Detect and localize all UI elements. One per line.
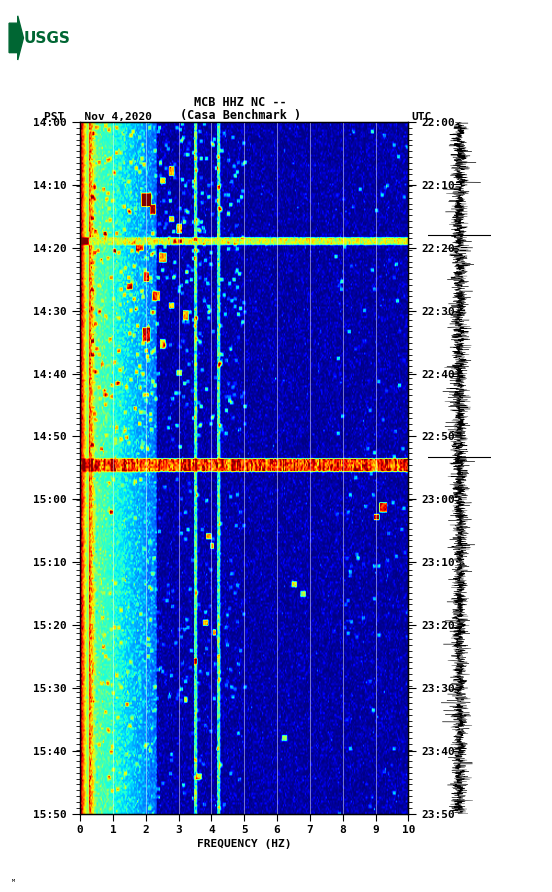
Text: PST   Nov 4,2020: PST Nov 4,2020 — [44, 112, 152, 122]
X-axis label: FREQUENCY (HZ): FREQUENCY (HZ) — [197, 839, 291, 849]
Text: USGS: USGS — [23, 31, 70, 46]
Text: (Casa Benchmark ): (Casa Benchmark ) — [179, 109, 301, 122]
Text: UTC: UTC — [411, 112, 432, 122]
FancyArrow shape — [9, 16, 23, 60]
Text: ᴹ: ᴹ — [11, 878, 16, 887]
Text: MCB HHZ NC --: MCB HHZ NC -- — [194, 95, 286, 109]
